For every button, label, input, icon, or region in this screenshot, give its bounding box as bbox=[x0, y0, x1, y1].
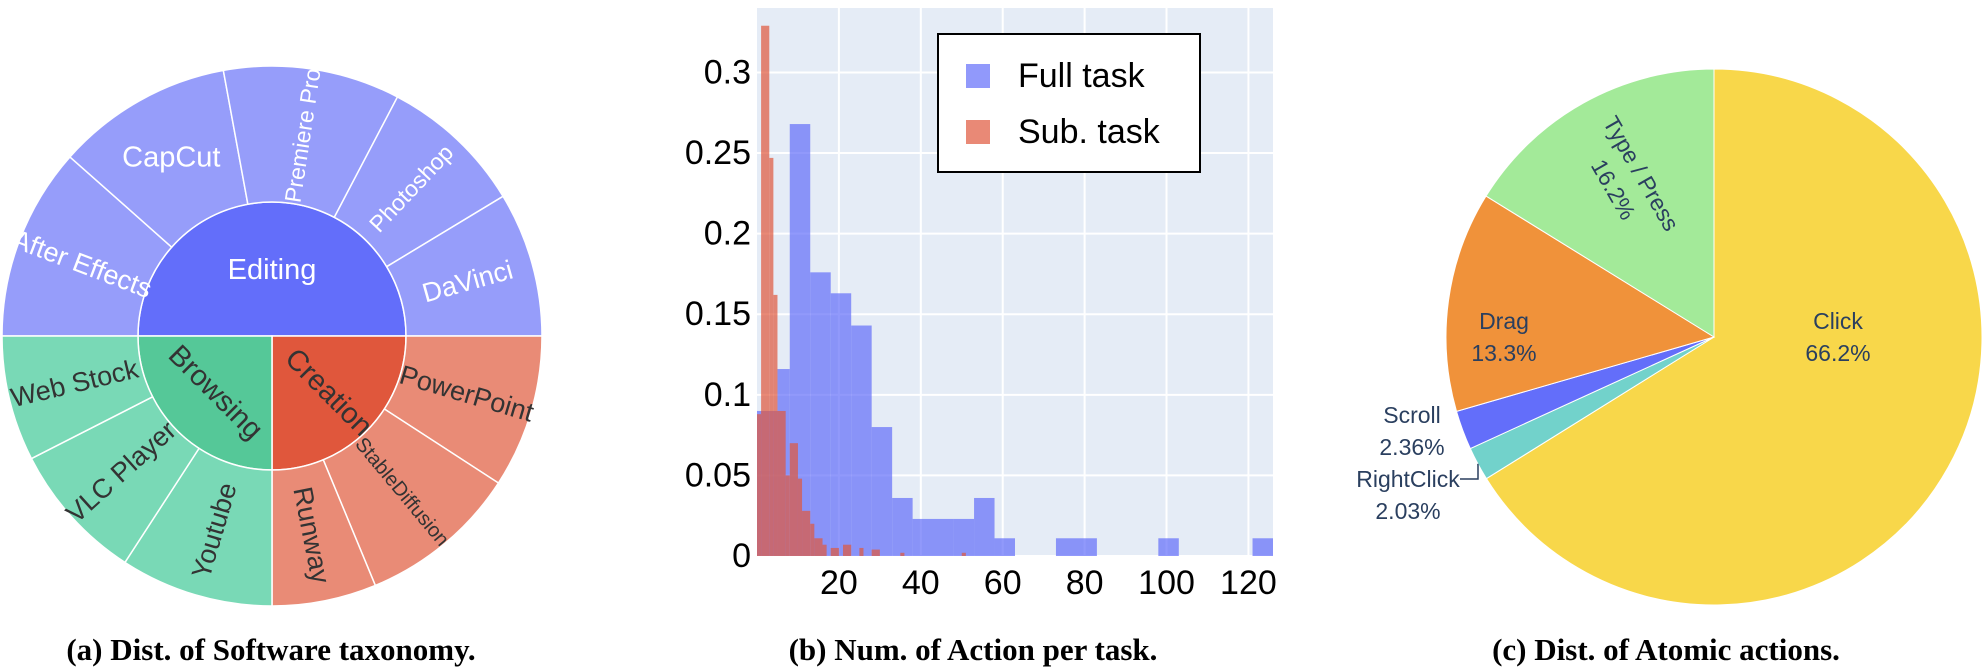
bar-sub-task bbox=[814, 538, 823, 556]
bar-sub-task bbox=[843, 544, 852, 556]
caption-c: (c) Dist. of Atomic actions. bbox=[1492, 632, 1840, 667]
bar-full-task bbox=[810, 272, 831, 556]
bar-full-task bbox=[1055, 538, 1097, 556]
sunburst-label-editing: Editing bbox=[228, 254, 317, 286]
bar-full-task bbox=[1158, 538, 1179, 556]
pie-leader-rightclick bbox=[1460, 463, 1479, 480]
bar-sub-task bbox=[961, 552, 966, 556]
bar-sub-task bbox=[789, 443, 798, 556]
pie-slice-type-press bbox=[1485, 68, 1715, 338]
pie-label-rightclick-pct: 2.03% bbox=[1375, 498, 1440, 524]
y-tick-label: 0.15 bbox=[685, 295, 751, 333]
legend-swatch-sub-task bbox=[966, 120, 990, 144]
pie-slice-drag bbox=[1445, 195, 1716, 412]
bar-sub-task bbox=[785, 475, 790, 556]
legend-box bbox=[937, 33, 1201, 173]
legend-swatch-full-task bbox=[966, 64, 990, 88]
y-tick-label: 0 bbox=[732, 537, 751, 575]
bar-full-task bbox=[994, 538, 1015, 556]
y-tick-label: 0.05 bbox=[685, 456, 751, 494]
bar-full-task bbox=[974, 497, 995, 556]
pie-label-scroll-name: Scroll bbox=[1383, 402, 1441, 428]
pie-label-drag-name: Drag bbox=[1479, 308, 1529, 334]
x-tick-label: 80 bbox=[1066, 564, 1104, 602]
bar-sub-task bbox=[757, 414, 762, 556]
y-tick-label: 0.3 bbox=[704, 53, 751, 91]
x-tick-label: 40 bbox=[902, 564, 940, 602]
pie-label-click-name: Click bbox=[1813, 308, 1863, 334]
bar-full-task bbox=[953, 518, 975, 556]
x-tick-label: 120 bbox=[1220, 564, 1277, 602]
legend-label-sub-task: Sub. task bbox=[1018, 113, 1161, 151]
bar-sub-task bbox=[797, 478, 803, 556]
pie-chart: Click 66.2% RightClick 2.03% Scroll 2.36% Drag… bbox=[1356, 68, 1983, 606]
pie-label-rightclick-name: RightClick bbox=[1356, 466, 1460, 492]
x-tick-label: 20 bbox=[820, 564, 858, 602]
bar-full-task bbox=[1252, 538, 1273, 556]
x-tick-label: 100 bbox=[1138, 564, 1195, 602]
bar-sub-task bbox=[871, 549, 880, 556]
bar-full-task bbox=[871, 427, 893, 556]
pie-label-scroll-pct: 2.36% bbox=[1379, 434, 1444, 460]
caption-b: (b) Num. of Action per task. bbox=[788, 632, 1158, 667]
y-tick-label: 0.25 bbox=[685, 134, 751, 172]
bar-full-task bbox=[851, 325, 872, 556]
bar-sub-task bbox=[859, 547, 864, 556]
sunburst-label-capcut: CapCut bbox=[122, 141, 220, 173]
pie-label-click-pct: 66.2% bbox=[1805, 340, 1870, 366]
bar-sub-task bbox=[777, 410, 786, 556]
y-tick-label: 0.2 bbox=[704, 215, 751, 253]
bar-sub-task bbox=[761, 25, 770, 556]
y-tick-label: 0.1 bbox=[704, 376, 751, 414]
bar-sub-task bbox=[773, 294, 778, 556]
bar-sub-task bbox=[802, 510, 811, 556]
bar-sub-task bbox=[900, 552, 905, 556]
caption-a: (a) Dist. of Software taxonomy. bbox=[66, 632, 476, 667]
bar-sub-task bbox=[810, 523, 815, 556]
bar-sub-task bbox=[769, 157, 774, 557]
pie-slice-click bbox=[1485, 68, 1983, 606]
legend-label-full-task: Full task bbox=[1018, 57, 1146, 95]
x-tick-label: 60 bbox=[984, 564, 1022, 602]
sunburst-outer-web-stock bbox=[1, 335, 154, 460]
bar-full-task bbox=[912, 518, 954, 556]
bar-sub-task bbox=[830, 547, 839, 556]
bar-full-task bbox=[830, 293, 852, 556]
bar-sub-task bbox=[822, 544, 827, 556]
histogram-chart: 0 0.05 0.1 0.15 0.2 0.25 0.3 20 40 60 80 100 120 Full… bbox=[685, 8, 1277, 602]
pie-label-drag-pct: 13.3% bbox=[1471, 340, 1536, 366]
bar-full-task bbox=[892, 497, 913, 556]
